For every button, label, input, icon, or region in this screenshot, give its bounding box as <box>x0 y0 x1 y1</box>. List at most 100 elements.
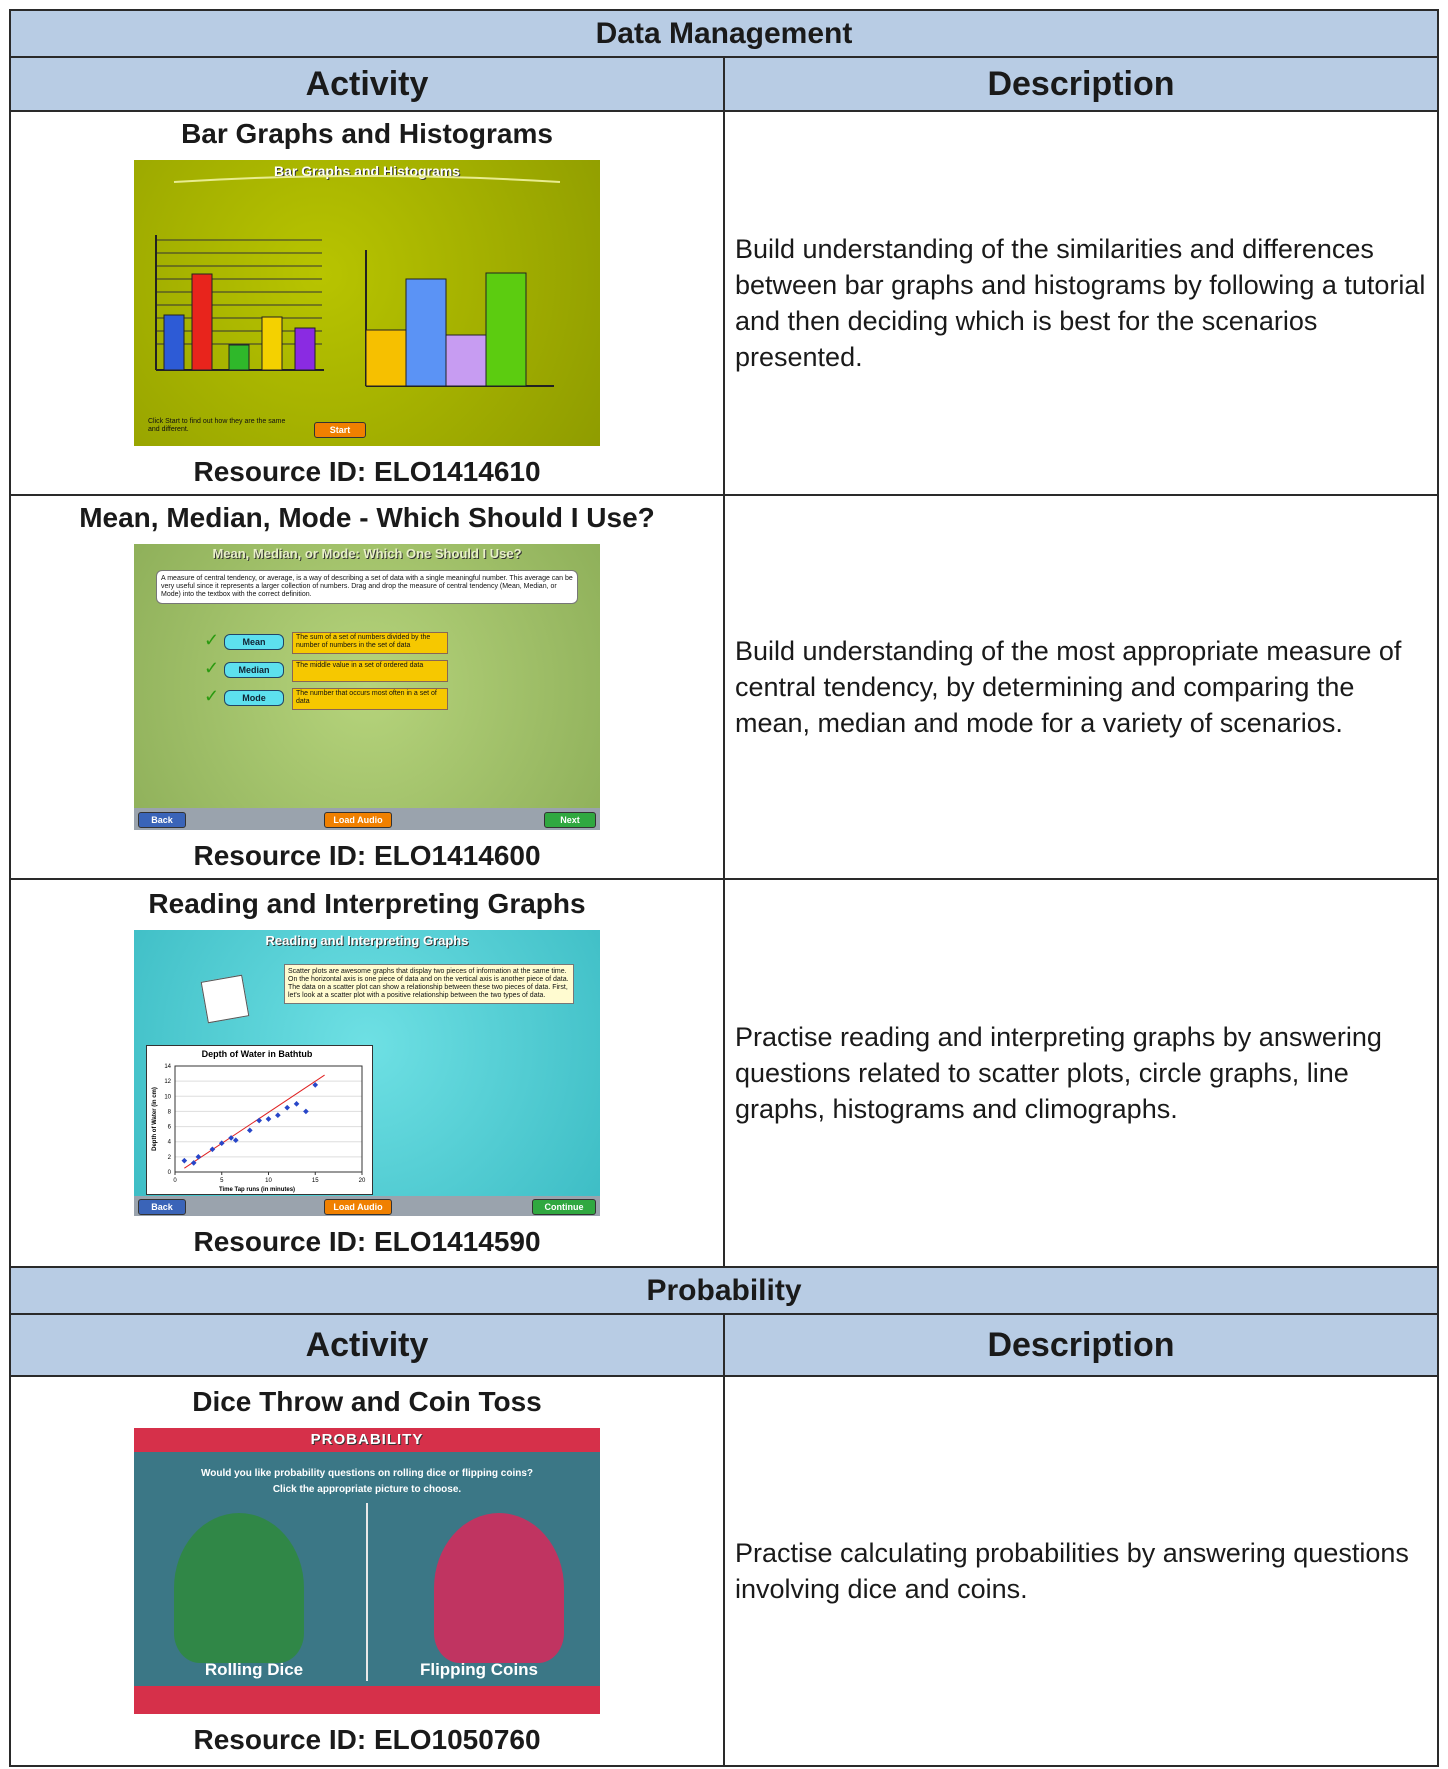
point <box>293 1101 300 1107</box>
choice: Rolling Dice <box>204 1660 304 1679</box>
activity-cell: Dice Throw and Coin Toss PROBABILITY Would… <box>9 1375 725 1767</box>
bar <box>365 329 407 387</box>
button: Start <box>314 422 366 438</box>
point <box>303 1108 309 1115</box>
chart-title: Depth of Water in Bathtub <box>202 1049 313 1059</box>
bar <box>261 316 283 371</box>
description: Build understanding of the most appropri… <box>723 494 1439 880</box>
bar <box>294 327 316 371</box>
point <box>228 1135 234 1141</box>
button: Back <box>138 1199 186 1215</box>
figure-left <box>174 1513 304 1663</box>
y-tick-label: 10 <box>164 1094 171 1100</box>
resource-id: Resource ID: ELO1414590 <box>193 1226 541 1257</box>
y-tick-label: 6 <box>168 1125 172 1131</box>
button: Back <box>138 812 186 828</box>
point <box>256 1117 262 1124</box>
thumb-title: PROBABILITY <box>310 1431 424 1448</box>
point <box>195 1154 202 1160</box>
header-row: Activity Description <box>9 1313 1439 1377</box>
definition: The middle value in a set of ordered dat… <box>292 660 448 682</box>
bar <box>405 278 447 387</box>
button: Continue <box>532 1199 596 1215</box>
divider <box>366 1503 368 1681</box>
arc <box>173 175 561 183</box>
check: ✓ <box>204 658 220 678</box>
activity-table-wrap: Data Management Activity Description Bar Gr… <box>9 9 1439 1767</box>
button: Next <box>544 812 596 828</box>
y-tick-label: 14 <box>164 1064 171 1070</box>
bar <box>445 334 487 387</box>
top-band <box>134 1428 600 1452</box>
column-header: Activity <box>9 1313 725 1377</box>
y-tick-label: 12 <box>164 1079 171 1085</box>
x-tick-label: 0 <box>173 1178 177 1184</box>
thumbnail: Bar Graphs and Histograms Click Start to … <box>134 160 600 446</box>
term: Mean <box>224 634 284 650</box>
activity-cell: Reading and Interpreting Graphs Reading a… <box>9 878 725 1268</box>
activity-row: Bar Graphs and Histograms Bar Graphs and … <box>9 110 1439 496</box>
activity-title: Reading and Interpreting Graphs <box>148 888 586 919</box>
y-axis-label: Depth of Water (in cm) <box>152 1087 158 1151</box>
button: Load Audio <box>324 1199 392 1215</box>
x-tick-label: 10 <box>265 1178 272 1184</box>
description: Practise reading and interpreting graphs… <box>723 878 1439 1268</box>
question: Would you like probability questions on … <box>200 1468 534 1479</box>
activity-cell: Mean, Median, Mode - Which Should I Use?… <box>9 494 725 880</box>
point <box>181 1157 188 1164</box>
scatter-chart: Depth of Water in Bathtub 0 2 4 6 8 10 12 14 0 5 10… <box>152 1049 366 1193</box>
header-row: Activity Description <box>9 56 1439 112</box>
section-row: Data Management <box>9 9 1439 58</box>
bar <box>191 273 213 371</box>
mascot <box>200 974 250 1024</box>
resource-id: Resource ID: ELO1414600 <box>193 840 541 871</box>
column-header: Activity <box>9 56 725 112</box>
section-title: Data Management <box>9 9 1439 58</box>
activity-cell: Bar Graphs and Histograms Bar Graphs and … <box>9 110 725 496</box>
term: Mode <box>224 690 284 706</box>
chart-box: Depth of Water in Bathtub 0 2 4 6 8 10 12 14 0 5 10… <box>146 1045 373 1195</box>
thumbnail: Reading and Interpreting Graphs Scatter p… <box>134 930 600 1216</box>
thumb-title: Reading and Interpreting Graphs <box>265 933 469 948</box>
section-row: Probability <box>9 1266 1439 1315</box>
definition: The sum of a set of numbers divided by t… <box>292 632 448 654</box>
thumb-caption: Click Start to find out how they are the… <box>148 418 286 433</box>
activity-title: Mean, Median, Mode - Which Should I Use? <box>79 502 655 533</box>
bottom-band <box>134 1686 600 1714</box>
bar <box>485 272 527 387</box>
activity-table: Data Management Activity Description Bar Gr… <box>9 9 1439 1767</box>
point <box>275 1112 281 1119</box>
activity-title: Bar Graphs and Histograms <box>181 118 553 149</box>
description: Practise calculating probabilities by an… <box>723 1375 1439 1767</box>
choice: Flipping Coins <box>419 1660 539 1679</box>
thumb-intro: A measure of central tendency, or averag… <box>156 570 578 604</box>
term: Median <box>224 662 284 678</box>
instruction: Click the appropriate picture to choose. <box>272 1484 462 1495</box>
thumb-intro: Scatter plots are awesome graphs that di… <box>284 964 574 1004</box>
y-tick-label: 4 <box>168 1140 172 1146</box>
x-tick-label: 15 <box>312 1178 319 1184</box>
x-axis-label: Time Tap runs (in minutes) <box>219 1187 295 1193</box>
check: ✓ <box>204 630 220 650</box>
y-tick-label: 2 <box>168 1155 172 1161</box>
column-header: Description <box>723 56 1439 112</box>
trend-line <box>184 1074 325 1169</box>
activity-row: Dice Throw and Coin Toss PROBABILITY Would… <box>9 1375 1439 1767</box>
plot-frame <box>174 1065 363 1173</box>
description: Build understanding of the similarities … <box>723 110 1439 496</box>
bar <box>163 314 185 371</box>
point <box>190 1160 197 1166</box>
activity-row: Reading and Interpreting Graphs Reading a… <box>9 878 1439 1268</box>
activity-row: Mean, Median, Mode - Which Should I Use?… <box>9 494 1439 880</box>
activity-title: Dice Throw and Coin Toss <box>192 1386 542 1417</box>
button: Load Audio <box>324 812 392 828</box>
thumbnail: PROBABILITY Would you like probability qu… <box>134 1428 600 1714</box>
resource-id: Resource ID: ELO1414610 <box>193 456 541 487</box>
y-tick-label: 8 <box>168 1109 172 1115</box>
resource-id: Resource ID: ELO1050760 <box>193 1724 541 1755</box>
definition: The number that occurs most often in a s… <box>292 688 448 710</box>
thumb-title: Mean, Median, or Mode: Which One Should … <box>212 546 522 561</box>
x-tick-label: 5 <box>220 1178 224 1184</box>
point <box>246 1127 253 1134</box>
